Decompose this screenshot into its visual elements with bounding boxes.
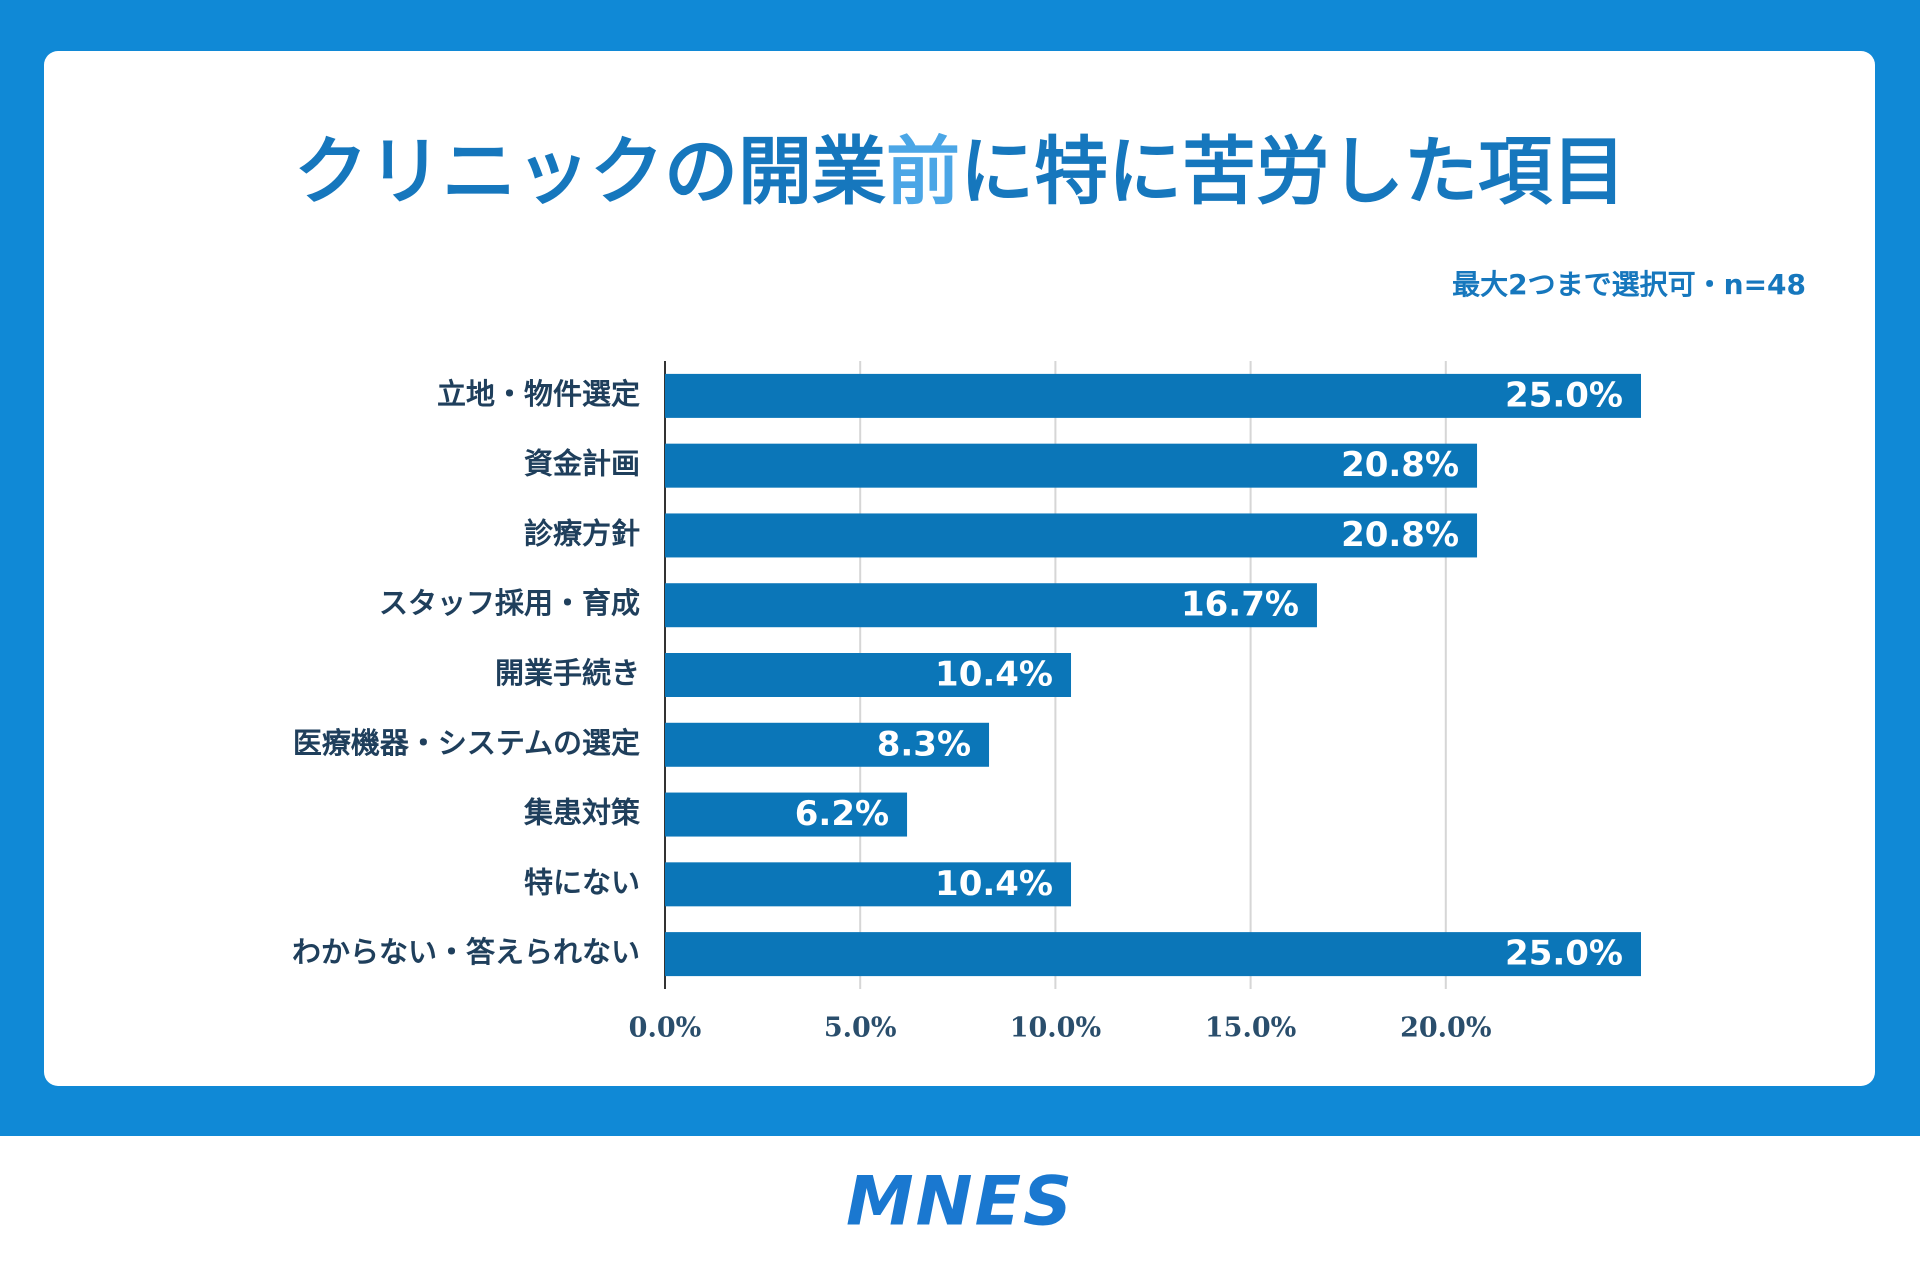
footer-band <box>0 1136 1920 1280</box>
bar <box>665 722 990 767</box>
y-tick-label: スタッフ採用・育成 <box>379 586 640 620</box>
value-label: 8.3% <box>877 724 971 764</box>
x-tick-label: 0.0% <box>629 1013 702 1044</box>
bar <box>665 792 908 837</box>
title-part: クリニックの開業 <box>294 129 886 215</box>
value-label: 25.0% <box>1505 934 1623 974</box>
bar <box>665 513 1478 558</box>
value-label: 20.8% <box>1341 445 1459 485</box>
chart-title: クリニックの開業前に特に苦労した項目 <box>294 129 1626 215</box>
bar <box>665 443 1478 488</box>
value-label: 25.0% <box>1505 375 1623 415</box>
y-tick-label: 診療方針 <box>524 516 640 550</box>
bar <box>665 583 1317 628</box>
value-label: 10.4% <box>935 655 1053 695</box>
title-part: に特に苦労した項目 <box>960 129 1626 215</box>
bar <box>665 653 1072 697</box>
y-tick-label: 開業手続き <box>495 656 640 690</box>
value-label: 16.7% <box>1181 585 1299 625</box>
x-tick-label: 10.0% <box>1010 1013 1101 1044</box>
logo: MNES <box>846 1163 1074 1242</box>
value-label: 10.4% <box>935 864 1053 904</box>
y-tick-label: 特にない <box>524 865 640 899</box>
y-tick-label: わからない・答えられない <box>292 935 640 969</box>
bar <box>665 373 1641 418</box>
y-tick-label: 立地・物件選定 <box>437 377 640 411</box>
x-tick-label: 5.0% <box>824 1013 897 1044</box>
y-tick-label: 集患対策 <box>523 796 641 830</box>
x-tick-label: 20.0% <box>1400 1013 1491 1044</box>
card <box>44 51 1875 1086</box>
value-label: 6.2% <box>795 794 889 834</box>
subtitle: 最大2つまで選択可・n=48 <box>1452 268 1806 301</box>
bar <box>665 862 1072 907</box>
y-tick-label: 資金計画 <box>524 447 640 481</box>
value-label: 20.8% <box>1341 515 1459 555</box>
x-tick-label: 15.0% <box>1205 1013 1296 1044</box>
bar <box>665 932 1641 977</box>
y-tick-label: 医療機器・システムの選定 <box>293 726 640 760</box>
title-part: 前 <box>886 129 960 215</box>
